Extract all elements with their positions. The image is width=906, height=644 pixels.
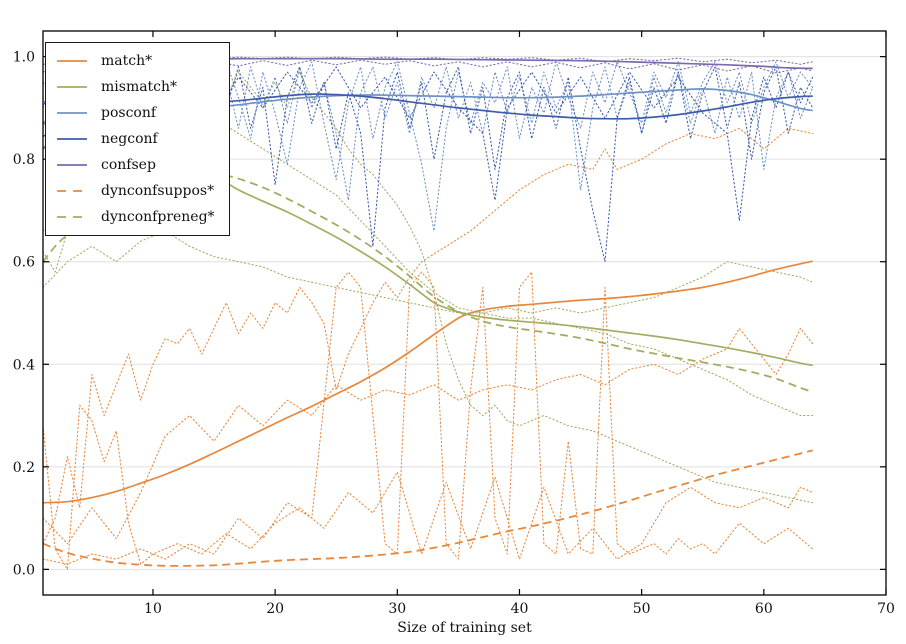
plot-area xyxy=(43,56,814,570)
series-dynconfsuppos* xyxy=(43,449,813,567)
y-tick-label: 0.4 xyxy=(13,357,35,373)
legend-label: mismatch* xyxy=(101,79,178,95)
legend-label: posconf xyxy=(101,105,157,121)
y-tick-label: 0.8 xyxy=(13,152,35,168)
x-tick-label: 50 xyxy=(633,601,651,617)
series-match-run-2 xyxy=(43,127,814,545)
legend-item-confsep: confsep xyxy=(55,152,215,178)
x-tick-label: 60 xyxy=(755,601,773,617)
legend-item-posconf: posconf xyxy=(55,100,215,126)
legend-item-dynconfpreneg: dynconfpreneg* xyxy=(55,204,215,230)
legend-label: dynconfsuppos* xyxy=(101,183,215,199)
legend-item-mismatch: mismatch* xyxy=(55,74,215,100)
y-tick-label: 1.0 xyxy=(13,50,35,66)
y-tick-label: 0.2 xyxy=(13,460,35,476)
legend-line-swatch xyxy=(57,112,87,114)
series-match-run-3 xyxy=(43,327,814,545)
x-tick-label: 30 xyxy=(388,601,406,617)
x-tick-label: 10 xyxy=(144,601,162,617)
series-dynconfpreneg* xyxy=(43,173,813,393)
legend-line-swatch xyxy=(57,138,87,140)
legend-item-negconf: negconf xyxy=(55,126,215,152)
x-tick-label: 20 xyxy=(266,601,284,617)
series-posconf-run-1 xyxy=(43,61,814,232)
legend-line-swatch xyxy=(57,190,87,192)
legend-item-match: match* xyxy=(55,48,215,74)
series-match-run-4 xyxy=(43,271,814,565)
x-tick-label: 40 xyxy=(511,601,529,617)
series-mismatch-run-1 xyxy=(43,71,814,504)
legend-line-swatch xyxy=(57,164,87,166)
legend-item-dynconfsuppos: dynconfsuppos* xyxy=(55,178,215,204)
legend: match* mismatch* posconf negconf confsep dync… xyxy=(45,42,230,236)
legend-line-swatch xyxy=(57,60,87,62)
axes-spines xyxy=(42,30,887,596)
x-tick-label: 70 xyxy=(877,601,895,617)
y-tick-label: 0.0 xyxy=(13,562,35,578)
legend-line-swatch xyxy=(57,86,87,88)
legend-label: confsep xyxy=(101,157,156,173)
series-mismatch-run-2 xyxy=(43,230,814,417)
legend-label: dynconfpreneg* xyxy=(101,209,215,225)
y-tick-label: 0.6 xyxy=(13,255,35,271)
legend-label: negconf xyxy=(101,131,158,147)
series-mismatch-run-3 xyxy=(43,117,814,314)
x-axis-label: Size of training set xyxy=(397,620,532,636)
series-match* xyxy=(43,260,813,504)
legend-line-swatch xyxy=(57,216,87,218)
legend-label: match* xyxy=(101,53,153,69)
